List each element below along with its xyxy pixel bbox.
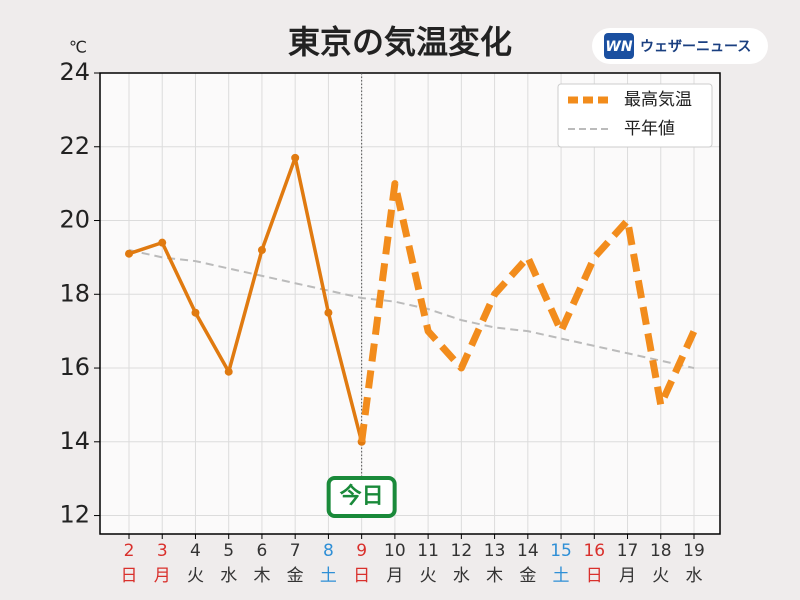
observed-point xyxy=(291,153,300,162)
x-tick-label: 17 xyxy=(617,541,639,561)
x-tick-label: 15 xyxy=(550,541,572,561)
x-weekday-label: 月 xyxy=(619,566,636,586)
x-tick-label: 3 xyxy=(157,541,168,561)
x-weekday-label: 木 xyxy=(486,566,503,586)
observed-point xyxy=(324,308,333,317)
legend-label: 最高気温 xyxy=(624,90,692,110)
x-tick-label: 9 xyxy=(356,541,367,561)
x-weekday-label: 水 xyxy=(220,566,237,586)
x-weekday-label: 水 xyxy=(453,566,470,586)
observed-point xyxy=(257,246,266,255)
today-label: 今日 xyxy=(340,483,384,509)
x-tick-label: 19 xyxy=(683,541,705,561)
x-tick-label: 10 xyxy=(384,541,406,561)
x-tick-label: 12 xyxy=(451,541,473,561)
x-weekday-label: 金 xyxy=(519,566,536,586)
x-tick-label: 11 xyxy=(417,541,439,561)
x-tick-label: 5 xyxy=(223,541,234,561)
x-weekday-label: 火 xyxy=(420,566,437,586)
logo: WN ウェザーニュース xyxy=(592,28,768,64)
x-weekday-label: 月 xyxy=(386,566,403,586)
plot-frame xyxy=(99,72,721,535)
y-tick-label: 14 xyxy=(59,427,90,455)
logo-text: ウェザーニュース xyxy=(640,39,751,55)
x-tick-label: 13 xyxy=(484,541,506,561)
normal-line xyxy=(128,249,695,370)
logo-bg xyxy=(592,28,768,64)
forecast-line xyxy=(358,180,698,443)
x-tick-label: 16 xyxy=(583,541,605,561)
x-weekday-label: 水 xyxy=(686,566,703,586)
x-weekday-label: 月 xyxy=(154,566,171,586)
x-tick-label: 6 xyxy=(257,541,268,561)
y-tick-label: 16 xyxy=(59,353,90,381)
logo-mark: WN xyxy=(605,39,632,55)
y-tick-label: 18 xyxy=(59,279,90,307)
x-tick-label: 2 xyxy=(124,541,135,561)
x-weekday-label: 木 xyxy=(253,566,270,586)
plot-area xyxy=(100,73,720,534)
observed-point xyxy=(191,308,200,317)
x-weekday-label: 火 xyxy=(187,566,204,586)
x-weekday-label: 日 xyxy=(353,566,370,586)
y-tick-label: 24 xyxy=(59,58,90,86)
x-weekday-label: 金 xyxy=(287,566,304,586)
x-weekday-label: 日 xyxy=(586,566,603,586)
y-tick-label: 22 xyxy=(59,132,90,160)
y-unit: ℃ xyxy=(69,38,87,57)
x-weekday-label: 日 xyxy=(121,566,138,586)
x-weekday-label: 土 xyxy=(320,566,337,586)
x-tick-label: 7 xyxy=(290,541,301,561)
chart-title: 東京の気温変化 xyxy=(288,23,512,61)
legend-box xyxy=(557,83,713,148)
x-tick-label: 8 xyxy=(323,541,334,561)
today-badge xyxy=(326,476,397,518)
y-tick-label: 12 xyxy=(59,501,90,529)
x-tick-label: 18 xyxy=(650,541,672,561)
x-weekday-label: 火 xyxy=(652,566,669,586)
logo-badge xyxy=(604,33,634,59)
observed-point xyxy=(125,249,133,258)
y-tick-label: 20 xyxy=(59,206,90,234)
x-tick-label: 14 xyxy=(517,541,539,561)
x-weekday-label: 土 xyxy=(553,566,570,586)
observed-line xyxy=(128,156,364,443)
observed-point xyxy=(224,367,233,376)
x-tick-label: 4 xyxy=(190,541,201,561)
observed-point xyxy=(158,238,167,247)
legend-label: 平年値 xyxy=(624,119,675,139)
